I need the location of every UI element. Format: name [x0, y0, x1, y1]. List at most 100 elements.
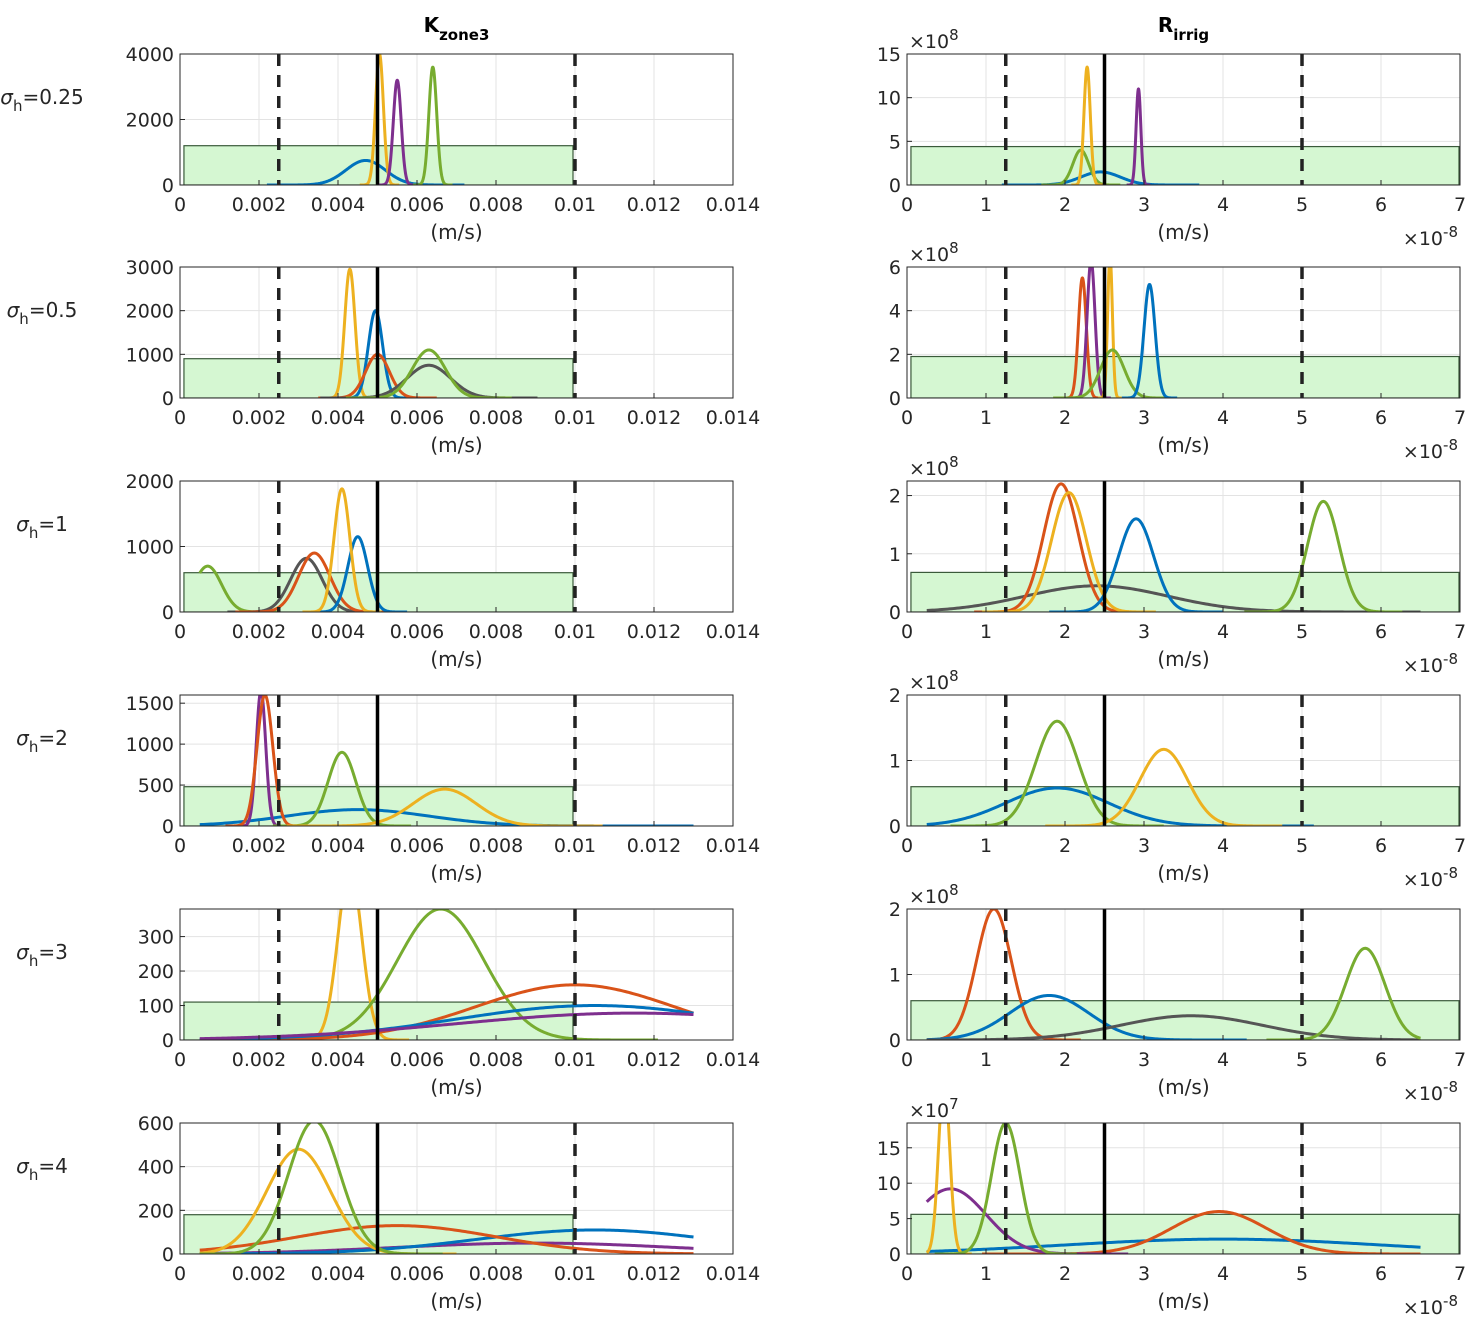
y-tick-label: 1: [889, 751, 901, 773]
series-line-blue: [926, 1237, 1421, 1253]
x-tick-label: 6: [1375, 835, 1387, 857]
y-tick-label: 2000: [126, 471, 174, 493]
x-tick-label: 1: [980, 407, 992, 429]
panel: 0 1 2 3 4 5 6 7 0 5 10 15 (m/s) ×108 ×10-8: [877, 26, 1466, 250]
y-tick-label: 100: [138, 996, 174, 1018]
y-tick-label: 1: [889, 965, 901, 987]
x-tick-label: 6: [1375, 194, 1387, 216]
x-tick-label: 0.014: [706, 1049, 760, 1071]
x-tick-label: 1: [980, 621, 992, 643]
axes-box: [179, 908, 734, 1041]
x-tick-label: 7: [1454, 407, 1466, 429]
panel-content: [183, 909, 694, 1040]
x-tick-label: 7: [1454, 835, 1466, 857]
x-tick-label: 0.004: [311, 1049, 365, 1071]
x-tick-label: 4: [1217, 407, 1229, 429]
x-tick-label: 0.012: [627, 621, 681, 643]
x-tick-label: 0.004: [311, 621, 365, 643]
x-tick-label: 0.008: [469, 1049, 523, 1071]
y-tick-label: 0: [889, 816, 901, 838]
x-tick-label: 0.004: [311, 194, 365, 216]
x-tick-label: 0.002: [232, 835, 286, 857]
axes-box: [906, 266, 1461, 399]
x-tick-label: 0.012: [627, 1263, 681, 1285]
x-axis-label: (m/s): [430, 433, 482, 457]
x-tick-label: 0: [901, 1263, 913, 1285]
x-axis-label: (m/s): [430, 861, 482, 885]
x-tick-label: 3: [1138, 407, 1150, 429]
panel: 0 0.002 0.004 0.006 0.008 0.01 0.012 0.014 0 100 2…: [138, 908, 760, 1099]
series-line-yellow: [1096, 267, 1124, 398]
x-tick-label: 4: [1217, 1049, 1229, 1071]
x-tick-label: 4: [1217, 835, 1229, 857]
x-tick-label: 1: [980, 1049, 992, 1071]
x-tick-label: 0.014: [706, 1263, 760, 1285]
y-multiplier: ×107: [909, 1095, 959, 1122]
y-tick-label: 0: [889, 602, 901, 624]
x-tick-label: 6: [1375, 621, 1387, 643]
x-tick-label: 0: [901, 835, 913, 857]
x-tick-label: 4: [1217, 621, 1229, 643]
series-line-yellow: [358, 54, 401, 185]
series-line-orange: [199, 983, 694, 1040]
row-label: σh=2: [16, 726, 68, 756]
x-tick-label: 0.002: [232, 1263, 286, 1285]
x-tick-label: 0.014: [706, 835, 760, 857]
y-tick-label: 200: [138, 961, 174, 983]
x-tick-label: 7: [1454, 194, 1466, 216]
axes-box: [179, 694, 734, 827]
x-tick-label: 0: [901, 621, 913, 643]
x-tick-label: 0.004: [311, 1263, 365, 1285]
prior-range-box: [910, 786, 1460, 826]
x-tick-label: 0: [174, 621, 186, 643]
x-tick-label: 0.014: [706, 194, 760, 216]
prior-range-box: [910, 571, 1460, 612]
x-tick-label: 2: [1059, 1263, 1071, 1285]
x-tick-label: 0.006: [390, 1263, 444, 1285]
x-tick-label: 4: [1217, 194, 1229, 216]
x-tick-label: 3: [1138, 194, 1150, 216]
panel: 0 0.002 0.004 0.006 0.008 0.01 0.012 0.014 0 200 4…: [138, 1113, 760, 1313]
y-tick-label: 0: [162, 175, 174, 197]
x-axis-label: (m/s): [1157, 1289, 1209, 1313]
x-tick-label: 1: [980, 1263, 992, 1285]
y-tick-label: 1000: [126, 734, 174, 756]
panel: 0 1 2 3 4 5 6 7 0 1 2 (m/s) ×108 ×10-8: [889, 667, 1466, 891]
y-tick-label: 2: [889, 899, 901, 921]
axes-box: [906, 1122, 1461, 1255]
x-tick-label: 0: [174, 407, 186, 429]
x-tick-label: 3: [1138, 621, 1150, 643]
panel-content: [910, 1123, 1460, 1254]
y-tick-label: 1000: [126, 344, 174, 366]
x-tick-label: 0.01: [554, 1263, 596, 1285]
panel: 0 1 2 3 4 5 6 7 0 1 2 (m/s) ×108 ×10-8: [889, 453, 1466, 677]
axes-box: [179, 1122, 734, 1255]
x-axis-label: (m/s): [430, 1075, 482, 1099]
y-tick-label: 2: [889, 344, 901, 366]
series-line-gray: [926, 1014, 1421, 1040]
x-tick-label: 0.014: [706, 621, 760, 643]
x-tick-label: 0.006: [390, 407, 444, 429]
x-tick-label: 7: [1454, 621, 1466, 643]
x-tick-label: 0: [901, 407, 913, 429]
x-tick-label: 0.006: [390, 194, 444, 216]
x-tick-label: 2: [1059, 407, 1071, 429]
y-tick-label: 0: [162, 602, 174, 624]
x-tick-label: 0.008: [469, 835, 523, 857]
y-tick-label: 2000: [126, 301, 174, 323]
x-tick-label: 1: [980, 194, 992, 216]
x-tick-label: 0: [901, 1049, 913, 1071]
series-line-purple: [199, 1011, 694, 1040]
x-tick-label: 3: [1138, 1263, 1150, 1285]
x-axis-label: (m/s): [1157, 220, 1209, 244]
x-tick-label: 0.004: [311, 407, 365, 429]
panel: 0 0.002 0.004 0.006 0.008 0.01 0.012 0.014 0 2000…: [126, 44, 761, 244]
y-tick-label: 1000: [126, 537, 174, 559]
x-axis-label: (m/s): [1157, 1075, 1209, 1099]
x-tick-label: 0.006: [390, 1049, 444, 1071]
y-tick-label: 500: [138, 775, 174, 797]
axes-box: [179, 266, 734, 399]
series-line-green: [933, 1123, 1078, 1254]
y-tick-label: 6: [889, 257, 901, 279]
